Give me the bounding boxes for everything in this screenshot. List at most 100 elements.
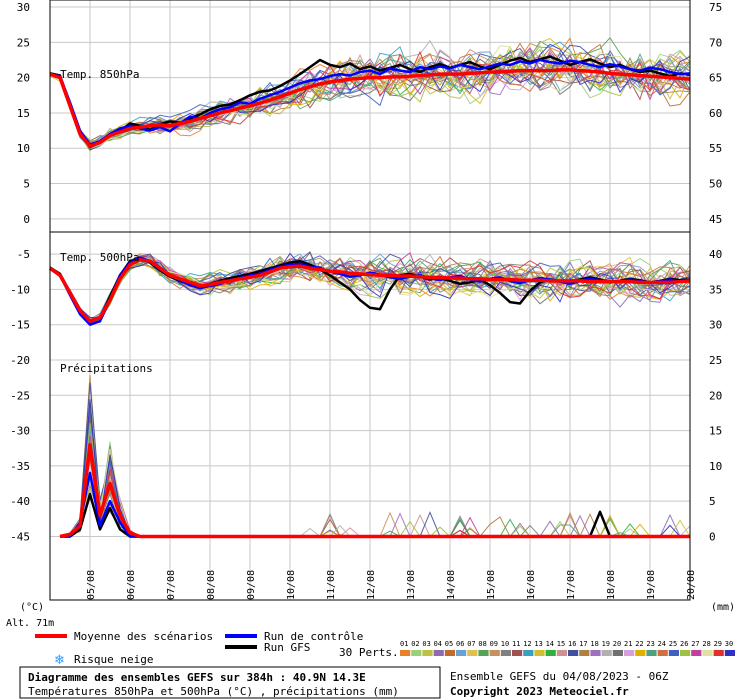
pert-swatch-24 xyxy=(657,650,668,656)
pert-swatch-08 xyxy=(478,650,489,656)
pert-swatch-27 xyxy=(691,650,702,656)
x-date-label: 17/08 xyxy=(566,570,577,600)
left-tick-label: 0 xyxy=(23,213,30,226)
panel-label-precip: Précipitations xyxy=(60,362,153,375)
right-tick-label: 65 xyxy=(709,72,722,85)
x-date-label: 10/08 xyxy=(286,570,297,600)
pert-code-27: 27 xyxy=(691,640,699,648)
title-box xyxy=(19,666,441,699)
pert-code-20: 20 xyxy=(613,640,621,648)
pert-swatch-17 xyxy=(579,650,590,656)
left-tick-label: -35 xyxy=(10,460,30,473)
right-tick-label: 10 xyxy=(709,460,722,473)
left-tick-label: 5 xyxy=(23,178,30,191)
left-tick-label: -45 xyxy=(10,530,30,543)
x-date-label: 06/08 xyxy=(126,570,137,600)
gfs-precip-line xyxy=(60,492,690,538)
snowflake-icon: ❄ xyxy=(54,653,65,668)
control-t850-line xyxy=(49,58,691,146)
x-date-label: 09/08 xyxy=(246,570,257,600)
legend-control-label: Run de contrôle xyxy=(264,630,363,643)
pert-swatch-14 xyxy=(545,650,556,656)
left-tick-label: -25 xyxy=(10,389,30,402)
right-axis-unit: (mm) xyxy=(711,602,735,613)
x-date-label: 16/08 xyxy=(526,570,537,600)
pert-code-29: 29 xyxy=(714,640,722,648)
left-tick-label: 25 xyxy=(17,36,30,49)
pert-code-01: 01 xyxy=(400,640,408,648)
pert-code-08: 08 xyxy=(478,640,486,648)
pert-swatch-30 xyxy=(724,650,735,656)
pert-swatch-13 xyxy=(534,650,545,656)
pert-code-30: 30 xyxy=(725,640,733,648)
pert-swatch-09 xyxy=(489,650,500,656)
x-date-label: 18/08 xyxy=(606,570,617,600)
pert-code-16: 16 xyxy=(568,640,576,648)
pert-swatch-28 xyxy=(702,650,713,656)
pert-swatch-29 xyxy=(713,650,724,656)
right-tick-label: 75 xyxy=(709,1,722,14)
pert-code-15: 15 xyxy=(557,640,565,648)
pert-code-23: 23 xyxy=(646,640,654,648)
pert-swatch-05 xyxy=(444,650,455,656)
legend-gfs-label: Run GFS xyxy=(264,641,310,654)
right-tick-label: 35 xyxy=(709,283,722,296)
main-series-lines xyxy=(48,55,691,539)
pert-swatch-26 xyxy=(680,650,691,656)
pert-code-03: 03 xyxy=(422,640,430,648)
copyright: Copyright 2023 Meteociel.fr xyxy=(450,685,629,698)
pert-code-12: 12 xyxy=(523,640,531,648)
left-tick-label: -5 xyxy=(17,248,30,261)
right-tick-label: 20 xyxy=(709,389,722,402)
pert-swatch-21 xyxy=(624,650,635,656)
right-tick-label: 45 xyxy=(709,213,722,226)
right-tick-label: 55 xyxy=(709,142,722,155)
pert-swatch-15 xyxy=(556,650,567,656)
pert-swatch-07 xyxy=(467,650,478,656)
left-tick-label: 20 xyxy=(17,72,30,85)
pert-code-22: 22 xyxy=(635,640,643,648)
x-date-label: 14/08 xyxy=(446,570,457,600)
pert-swatch-12 xyxy=(523,650,534,656)
perturbations-label: 30 Perts. xyxy=(339,646,399,659)
chart-subtitle: Températures 850hPa et 500hPa (°C) , pré… xyxy=(28,685,399,698)
pert-code-11: 11 xyxy=(512,640,520,648)
pert-30-t500-line xyxy=(49,252,691,319)
pert-swatch-11 xyxy=(512,650,523,656)
x-date-label: 11/08 xyxy=(326,570,337,600)
pert-code-18: 18 xyxy=(590,640,598,648)
pert-code-07: 07 xyxy=(467,640,475,648)
pert-swatch-18 xyxy=(590,650,601,656)
panel-label-500hpa: Temp. 500hPa xyxy=(60,251,139,264)
perturbation-legend: 01 02 03 04 05 06 07 08 09 10 11 12 13 14 15 16 17 18 19 20… xyxy=(400,640,735,656)
x-date-label: 15/08 xyxy=(486,570,497,600)
x-date-label: 07/08 xyxy=(166,570,177,600)
pert-code-04: 04 xyxy=(434,640,442,648)
left-tick-label: 10 xyxy=(17,142,30,155)
pert-30-t850-line xyxy=(49,43,691,149)
right-tick-label: 40 xyxy=(709,248,722,261)
left-axis-ticks: 30 25 20 15 10 5 0 -5 -10 -15 -20 -25 -30 -35 -40 -45 xyxy=(10,1,30,543)
grid-lines xyxy=(50,0,691,600)
pert-code-25: 25 xyxy=(669,640,677,648)
right-tick-label: 60 xyxy=(709,107,722,120)
x-date-label: 12/08 xyxy=(366,570,377,600)
left-tick-label: -10 xyxy=(10,283,30,296)
pert-code-06: 06 xyxy=(456,640,464,648)
pert-code-17: 17 xyxy=(579,640,587,648)
legend-mean-label: Moyenne des scénarios xyxy=(74,630,213,643)
pert-swatch-02 xyxy=(411,650,422,656)
pert-code-02: 02 xyxy=(411,640,419,648)
x-date-label: 08/08 xyxy=(206,570,217,600)
x-date-label: 13/08 xyxy=(406,570,417,600)
right-tick-label: 70 xyxy=(709,36,722,49)
run-info: Ensemble GEFS du 04/08/2023 - 06Z xyxy=(450,670,669,683)
pert-swatch-10 xyxy=(500,650,511,656)
mean-t500-line xyxy=(48,258,691,323)
pert-code-21: 21 xyxy=(624,640,632,648)
x-date-label: 20/08 xyxy=(686,570,697,600)
pert-code-19: 19 xyxy=(602,640,610,648)
legend-snow-label: Risque neige xyxy=(74,653,153,666)
